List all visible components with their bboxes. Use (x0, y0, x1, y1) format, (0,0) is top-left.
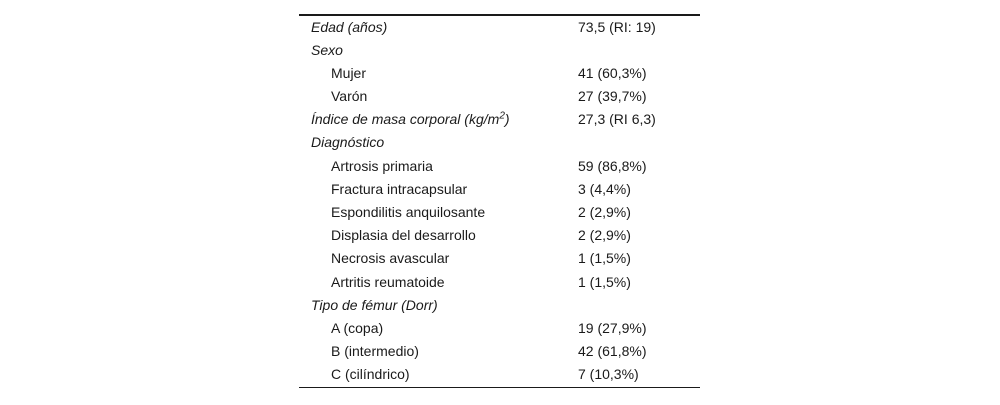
table-row: Varón 27 (39,7%) (299, 85, 700, 108)
row-value: 1 (1,5%) (578, 273, 631, 290)
row-label: Diagnóstico (311, 134, 385, 151)
row-label: A (copa) (331, 319, 384, 336)
table-row: Diagnóstico (299, 131, 700, 154)
row-value: 2 (2,9%) (578, 227, 631, 244)
table-row: Necrosis avascular 1 (1,5%) (299, 247, 700, 270)
row-value: 2 (2,9%) (578, 204, 631, 220)
row-label: Varón (331, 88, 368, 105)
row-label: Artrosis primaria (331, 157, 433, 174)
row-label: Mujer (331, 64, 367, 81)
table-row: A (copa) 19 (27,9%) (299, 317, 700, 340)
row-label: B (intermedio) (331, 343, 419, 360)
row-label: Edad (años) (311, 18, 388, 35)
table-row: Sexo (299, 39, 700, 62)
row-label: Displasia del desarrollo (331, 227, 476, 244)
table-row: Tipo de fémur (Dorr) (299, 294, 700, 317)
table-top-rule (299, 14, 700, 16)
row-label: Artritis reumatoide (331, 273, 445, 290)
table-row: Displasia del desarrollo 2 (2,9%) (299, 224, 700, 247)
table-body: Edad (años) 73,5 (RI: 19) Sexo Mujer 41 … (299, 16, 700, 387)
row-label: Sexo (311, 41, 343, 58)
row-label: Necrosis avascular (331, 250, 450, 267)
table-row: Artritis reumatoide 1 (1,5%) (299, 271, 700, 294)
table-row: Espondilitis anquilosante 2 (2,9%) (299, 201, 700, 224)
table-row: Edad (años) 73,5 (RI: 19) (299, 16, 700, 39)
demographics-table: Edad (años) 73,5 (RI: 19) Sexo Mujer 41 … (299, 14, 700, 388)
row-label: C (cilíndrico) (331, 366, 410, 383)
row-label-text: Índice de masa corporal (kg/m (311, 111, 500, 128)
row-value: 1 (1,5%) (578, 250, 631, 267)
table-bottom-rule (299, 386, 700, 388)
row-label: Índice de masa corporal (kg/m2) (299, 108, 578, 131)
table-row: B (intermedio) 42 (61,8%) (299, 340, 700, 363)
table-row: Fractura intracapsular 3 (4,4%) (299, 178, 700, 201)
row-value: 73,5 (RI: 19) (578, 18, 656, 35)
row-label: Tipo de fémur (Dorr) (311, 296, 438, 313)
table-row: Mujer 41 (60,3%) (299, 62, 700, 85)
row-value: 19 (27,9%) (578, 319, 647, 336)
row-value: 59 (86,8%) (578, 157, 647, 174)
row-label: Fractura intracapsular (331, 180, 468, 197)
row-label-text-end: ) (504, 111, 510, 128)
row-value: 7 (10,3%) (578, 366, 639, 383)
table-row: C (cilíndrico) 7 (10,3%) (299, 363, 700, 386)
row-value: 3 (4,4%) (578, 180, 631, 197)
row-value: 27,3 (RI 6,3) (578, 111, 656, 128)
row-value: 42 (61,8%) (578, 343, 647, 360)
row-label: Espondilitis anquilosante (331, 204, 486, 220)
row-label-superscript: 2 (499, 110, 505, 122)
table-row: Artrosis primaria 59 (86,8%) (299, 155, 700, 178)
table-row: Índice de masa corporal (kg/m2) 27,3 (RI… (299, 108, 700, 131)
row-value: 41 (60,3%) (578, 64, 647, 81)
row-value: 27 (39,7%) (578, 88, 647, 105)
